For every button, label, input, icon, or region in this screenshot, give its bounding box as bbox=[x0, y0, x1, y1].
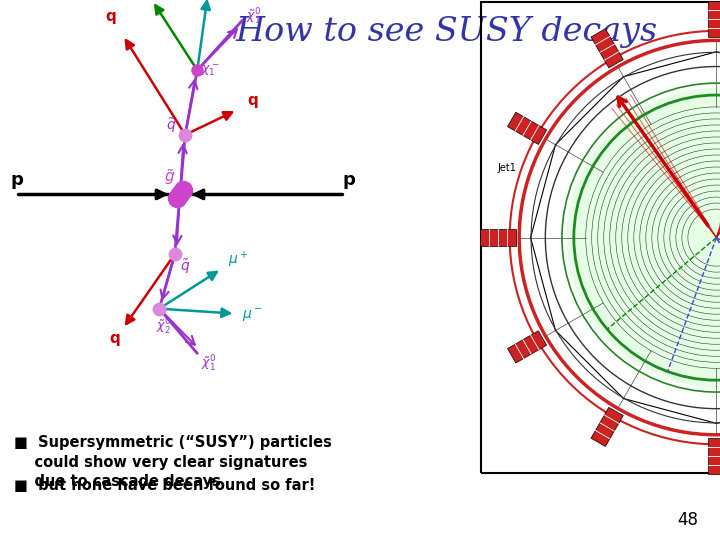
Text: $\tilde{\chi}_2^0$: $\tilde{\chi}_2^0$ bbox=[156, 317, 171, 337]
Polygon shape bbox=[508, 112, 546, 144]
Text: q: q bbox=[109, 332, 120, 347]
Polygon shape bbox=[708, 1, 720, 37]
Text: $\tilde{\chi}_1^0$: $\tilde{\chi}_1^0$ bbox=[246, 6, 261, 26]
Text: q: q bbox=[106, 9, 117, 24]
Text: How to see SUSY decays: How to see SUSY decays bbox=[235, 16, 657, 48]
Text: p: p bbox=[11, 171, 24, 190]
Text: $\tilde{\chi}_1^0$: $\tilde{\chi}_1^0$ bbox=[201, 354, 216, 374]
Text: $\mu^-$: $\mu^-$ bbox=[242, 307, 263, 324]
Text: $\tilde{q}$: $\tilde{q}$ bbox=[180, 258, 190, 276]
Text: ■  Supersymmetric (“SUSY”) particles
    could show very clear signatures
    du: ■ Supersymmetric (“SUSY”) particles coul… bbox=[14, 435, 332, 489]
Text: $\mu^+$: $\mu^+$ bbox=[228, 249, 249, 269]
Polygon shape bbox=[591, 407, 624, 447]
Polygon shape bbox=[591, 29, 624, 68]
Polygon shape bbox=[708, 438, 720, 474]
Text: p: p bbox=[343, 171, 355, 190]
Text: 48: 48 bbox=[678, 511, 698, 529]
Text: Jet1: Jet1 bbox=[498, 163, 517, 173]
Circle shape bbox=[567, 88, 720, 387]
Text: $\tilde{q}$: $\tilde{q}$ bbox=[166, 116, 176, 135]
Polygon shape bbox=[508, 331, 546, 363]
Text: ■  but none have been found so far!: ■ but none have been found so far! bbox=[14, 478, 316, 493]
Text: $\tilde{g}$: $\tilde{g}$ bbox=[164, 167, 176, 187]
Text: $\chi_1^-$: $\chi_1^-$ bbox=[201, 62, 220, 78]
Polygon shape bbox=[480, 230, 516, 246]
Text: q: q bbox=[248, 93, 258, 108]
